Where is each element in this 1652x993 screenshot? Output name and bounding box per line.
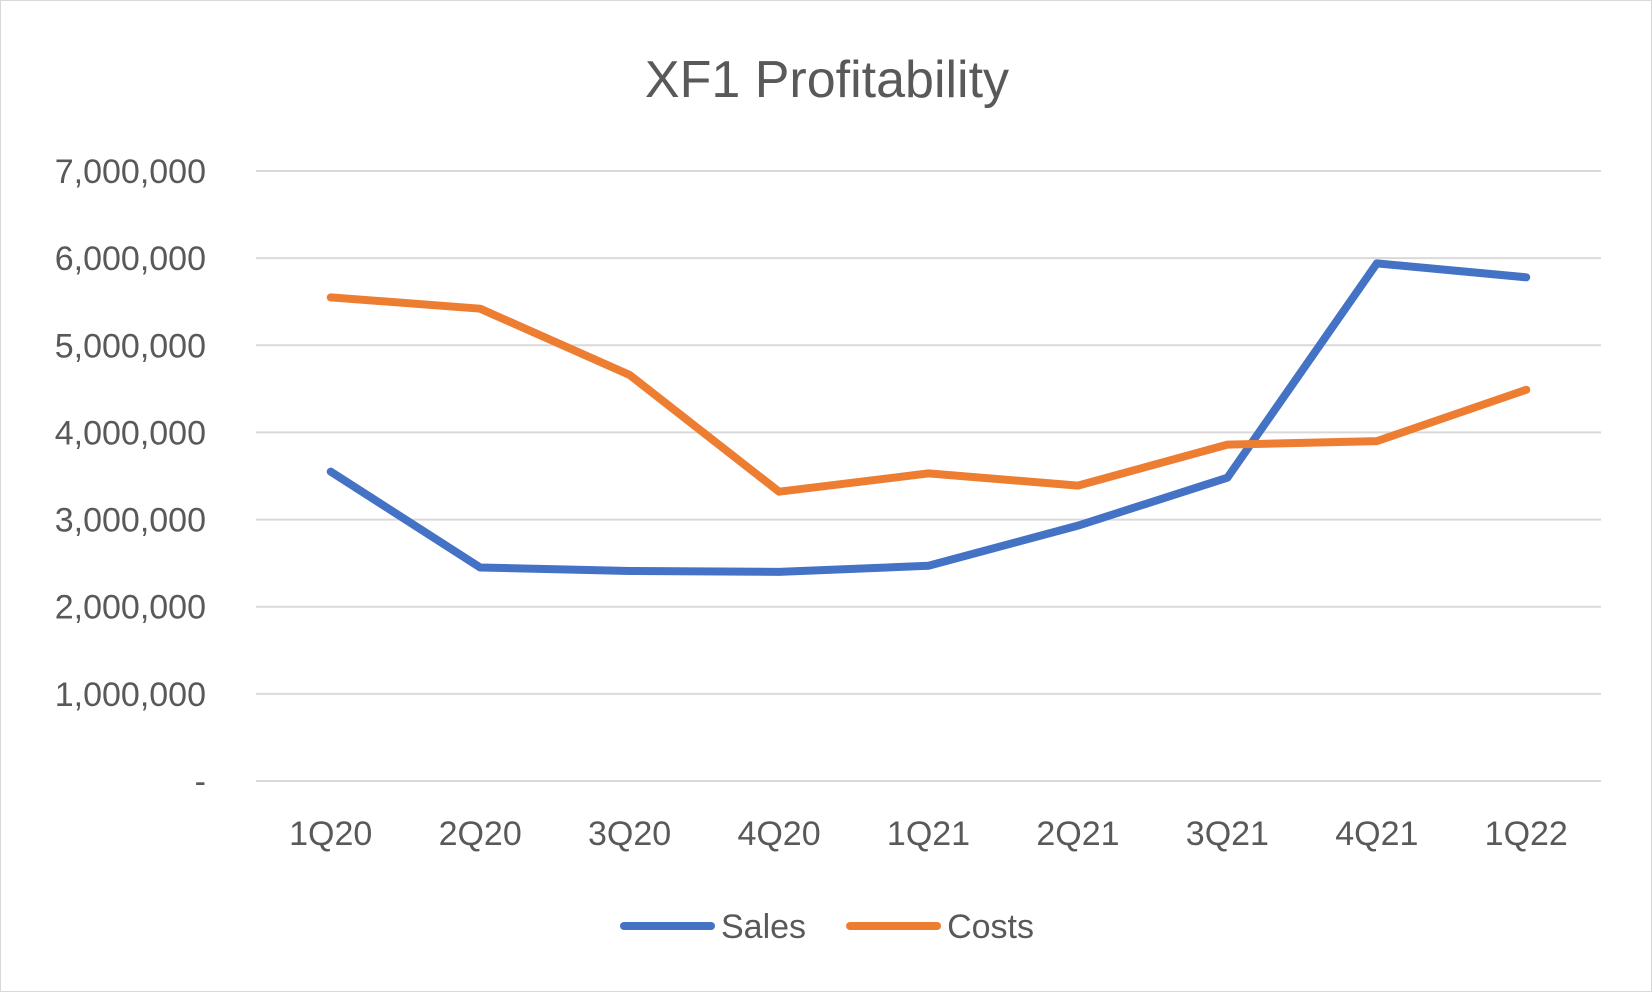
x-tick-label: 2Q20 xyxy=(439,815,522,853)
y-tick-label: 1,000,000 xyxy=(55,676,206,714)
series-costs xyxy=(331,297,1527,492)
legend-label-sales: Sales xyxy=(721,908,806,946)
series-lines xyxy=(331,263,1527,572)
y-tick-label: 4,000,000 xyxy=(55,414,206,452)
x-tick-label: 1Q20 xyxy=(289,815,372,853)
y-tick-label: 2,000,000 xyxy=(55,589,206,627)
y-tick-label: 6,000,000 xyxy=(55,240,206,278)
legend-item-costs: Costs xyxy=(850,908,1034,946)
x-tick-label: 1Q21 xyxy=(887,815,970,853)
x-tick-label: 3Q20 xyxy=(588,815,671,853)
legend: Sales Costs xyxy=(624,908,1034,946)
x-tick-label: 3Q21 xyxy=(1186,815,1269,853)
y-tick-label: 5,000,000 xyxy=(55,327,206,365)
series-sales xyxy=(331,263,1527,572)
x-tick-label: 4Q21 xyxy=(1335,815,1418,853)
series-line-sales xyxy=(331,263,1527,571)
x-tick-label: 2Q21 xyxy=(1036,815,1119,853)
x-tick-label: 4Q20 xyxy=(737,815,820,853)
legend-label-costs: Costs xyxy=(947,908,1034,946)
chart-title: XF1 Profitability xyxy=(645,51,1009,109)
x-tick-label: 1Q22 xyxy=(1485,815,1568,853)
legend-item-sales: Sales xyxy=(624,908,806,946)
series-line-costs xyxy=(331,297,1527,491)
y-axis-tick-labels: - 1,000,000 2,000,000 3,000,000 4,000,000 5,0… xyxy=(55,153,206,801)
y-tick-label: - xyxy=(195,763,206,801)
y-tick-label: 7,000,000 xyxy=(55,153,206,191)
x-axis-tick-labels: 1Q20 2Q20 3Q20 4Q20 1Q21 2Q21 3Q21 4Q21 1Q22 xyxy=(289,815,1568,853)
y-tick-label: 3,000,000 xyxy=(55,502,206,540)
